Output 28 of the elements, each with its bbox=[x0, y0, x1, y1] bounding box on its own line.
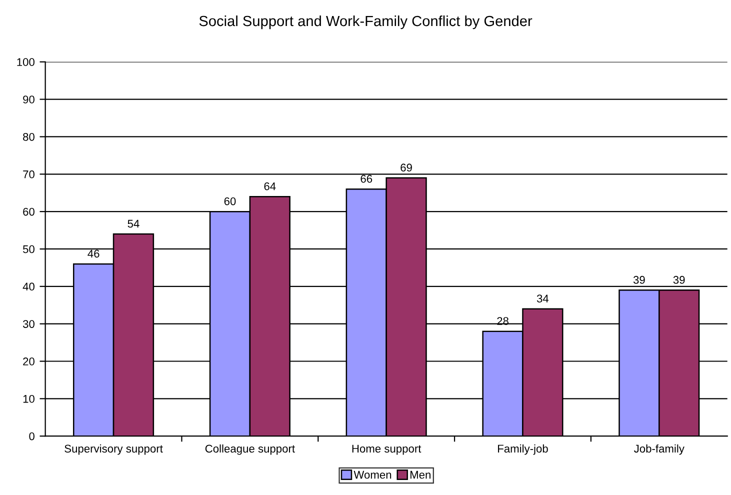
data-label: 60 bbox=[224, 197, 236, 206]
data-label: 64 bbox=[264, 182, 276, 190]
data-label: 46 bbox=[88, 250, 100, 258]
y-tick-label: 90 bbox=[23, 96, 34, 104]
y-tick-label: 40 bbox=[22, 282, 34, 291]
x-tick-label: Job-family bbox=[634, 444, 684, 455]
y-tick-label: 50 bbox=[22, 245, 34, 254]
data-label: 69 bbox=[400, 164, 412, 172]
data-label: 39 bbox=[673, 276, 685, 284]
y-tick-label: 70 bbox=[23, 170, 34, 178]
y-tick-label: 30 bbox=[22, 320, 34, 328]
data-label: 66 bbox=[360, 174, 372, 183]
y-tick-label: 100 bbox=[17, 58, 34, 66]
y-tick-label: 20 bbox=[23, 358, 34, 366]
chart-title: Social Support and Work-Family Conflict by Gender bbox=[199, 15, 532, 30]
y-tick-label: 10 bbox=[23, 394, 34, 403]
x-tick-label: Family-job bbox=[498, 444, 548, 455]
y-tick-label: 0 bbox=[29, 432, 34, 440]
data-label: 54 bbox=[128, 220, 140, 228]
legend-label: Women bbox=[354, 470, 392, 479]
data-label: 39 bbox=[633, 276, 645, 284]
legend-label: Men bbox=[410, 470, 430, 479]
data-label: 34 bbox=[536, 294, 549, 302]
y-tick-label: 80 bbox=[23, 132, 34, 141]
x-tick-label: Colleague support bbox=[205, 444, 295, 455]
x-tick-label: Supervisory support bbox=[64, 444, 163, 455]
x-tick-label: Home support bbox=[352, 444, 422, 455]
y-tick-label: 60 bbox=[23, 208, 34, 216]
